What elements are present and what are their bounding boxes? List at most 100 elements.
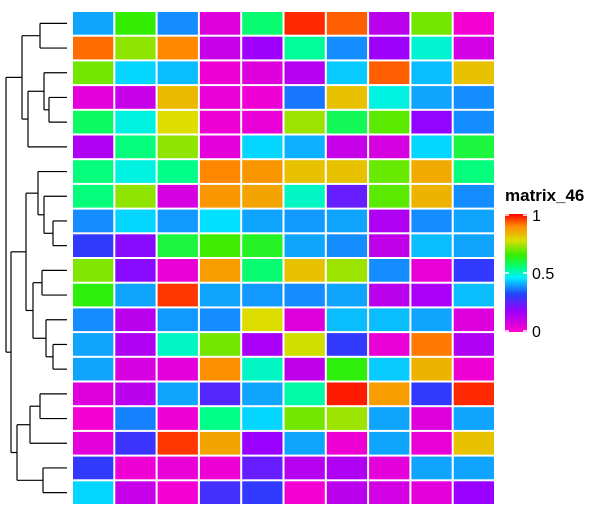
heatmap-cell-r12-c4 [199, 283, 241, 307]
heatmap-cell-r10-c10 [453, 234, 494, 257]
legend-color-bar [505, 214, 527, 332]
heatmap-cell-r7-c10 [453, 160, 494, 183]
heatmap-cell-r6-c7 [326, 135, 368, 159]
heatmap-cell-r2-c4 [199, 36, 241, 60]
heatmap-cell-r18-c9 [411, 431, 452, 455]
heatmap-cell-r14-c1 [73, 333, 114, 356]
heatmap-cell-r18-c2 [115, 431, 156, 455]
heatmap-cell-r19-c8 [369, 456, 410, 480]
heatmap-cell-r4-c10 [453, 86, 494, 109]
heatmap-cell-r13-c6 [284, 308, 325, 332]
heatmap-cell-r6-c10 [453, 135, 494, 159]
heatmap-cell-r9-c6 [284, 209, 325, 233]
heatmap-cell-r7-c4 [199, 160, 241, 183]
heatmap-cell-r20-c10 [453, 481, 494, 504]
heatmap-cell-r13-c9 [411, 308, 452, 332]
heatmap-cell-r13-c8 [369, 308, 410, 332]
heatmap-cell-r12-c5 [242, 283, 283, 307]
heatmap-cell-r14-c5 [242, 333, 283, 356]
heatmap-cell-r18-c4 [199, 431, 241, 455]
heatmap-cell-r18-c5 [242, 431, 283, 455]
heatmap-cell-r5-c8 [369, 110, 410, 134]
heatmap-cell-r14-c3 [157, 333, 198, 356]
heatmap-cell-r10-c1 [73, 234, 114, 257]
heatmap-cell-r16-c9 [411, 382, 452, 406]
heatmap-cell-r8-c1 [73, 184, 114, 208]
heatmap-cell-r7-c9 [411, 160, 452, 183]
heatmap-cell-r4-c2 [115, 86, 156, 109]
heatmap-cell-r8-c2 [115, 184, 156, 208]
heatmap-cell-r19-c5 [242, 456, 283, 480]
heatmap-cell-r10-c5 [242, 234, 283, 257]
heatmap-cell-r7-c7 [326, 160, 368, 183]
heatmap-cell-r20-c8 [369, 481, 410, 504]
heatmap-cell-r18-c3 [157, 431, 198, 455]
heatmap-cell-r16-c4 [199, 382, 241, 406]
heatmap-cell-r4-c4 [199, 86, 241, 109]
heatmap-cell-r11-c2 [115, 259, 156, 282]
heatmap-cell-r16-c7 [326, 382, 368, 406]
heatmap-cell-r14-c2 [115, 333, 156, 356]
heatmap-cell-r8-c6 [284, 184, 325, 208]
heatmap-cell-r2-c8 [369, 36, 410, 60]
heatmap-cell-r15-c4 [199, 357, 241, 381]
heatmap-cell-r10-c6 [284, 234, 325, 257]
heatmap-cell-r20-c7 [326, 481, 368, 504]
heatmap-cell-r17-c9 [411, 407, 452, 430]
heatmap-cell-r20-c6 [284, 481, 325, 504]
heatmap-cell-r10-c2 [115, 234, 156, 257]
heatmap-cell-r20-c5 [242, 481, 283, 504]
heatmap-cell-r5-c3 [157, 110, 198, 134]
heatmap-cell-r15-c5 [242, 357, 283, 381]
heatmap-cell-r8-c9 [411, 184, 452, 208]
heatmap-cell-r4-c6 [284, 86, 325, 109]
heatmap-cell-r12-c1 [73, 283, 114, 307]
heatmap-cell-r16-c8 [369, 382, 410, 406]
heatmap-cell-r14-c10 [453, 333, 494, 356]
heatmap-cell-r5-c1 [73, 110, 114, 134]
heatmap-cell-r20-c9 [411, 481, 452, 504]
heatmap-cell-r19-c2 [115, 456, 156, 480]
heatmap-cell-r7-c5 [242, 160, 283, 183]
heatmap-cell-r9-c5 [242, 209, 283, 233]
heatmap-cell-r11-c1 [73, 259, 114, 282]
heatmap-cell-r10-c9 [411, 234, 452, 257]
heatmap-cell-r12-c8 [369, 283, 410, 307]
heatmap-cell-r17-c2 [115, 407, 156, 430]
heatmap-cell-r17-c10 [453, 407, 494, 430]
row-dendrogram [5, 22, 67, 494]
heatmap-cell-r15-c6 [284, 357, 325, 381]
heatmap-cell-r11-c5 [242, 259, 283, 282]
heatmap-cell-r5-c4 [199, 110, 241, 134]
legend-tick-label-0: 0 [532, 324, 541, 341]
heatmap-cell-r17-c5 [242, 407, 283, 430]
heatmap-cell-r20-c4 [199, 481, 241, 504]
heatmap-cell-r2-c2 [115, 36, 156, 60]
heatmap-cell-r1-c6 [284, 12, 325, 35]
heatmap-cell-r19-c3 [157, 456, 198, 480]
heatmap-cell-r17-c7 [326, 407, 368, 430]
heatmap-cell-r18-c7 [326, 431, 368, 455]
heatmap-cell-r7-c1 [73, 160, 114, 183]
heatmap-cell-r1-c7 [326, 12, 368, 35]
heatmap-cell-r3-c9 [411, 61, 452, 85]
heatmap-cell-r3-c3 [157, 61, 198, 85]
heatmap-cell-r1-c1 [73, 12, 114, 35]
heatmap-cell-r6-c3 [157, 135, 198, 159]
heatmap-cell-r8-c8 [369, 184, 410, 208]
heatmap-cell-r17-c4 [199, 407, 241, 430]
heatmap-cell-r11-c10 [453, 259, 494, 282]
heatmap-cell-r13-c4 [199, 308, 241, 332]
heatmap-cell-r3-c8 [369, 61, 410, 85]
heatmap-cell-r18-c1 [73, 431, 114, 455]
heatmap-cell-r16-c5 [242, 382, 283, 406]
heatmap-cell-r1-c5 [242, 12, 283, 35]
heatmap-cell-r11-c9 [411, 259, 452, 282]
heatmap-cell-r17-c3 [157, 407, 198, 430]
heatmap-cell-r3-c7 [326, 61, 368, 85]
legend-title: matrix_46 [505, 186, 584, 205]
heatmap-cell-r5-c2 [115, 110, 156, 134]
heatmap-cell-r8-c7 [326, 184, 368, 208]
heatmap-cell-r2-c7 [326, 36, 368, 60]
